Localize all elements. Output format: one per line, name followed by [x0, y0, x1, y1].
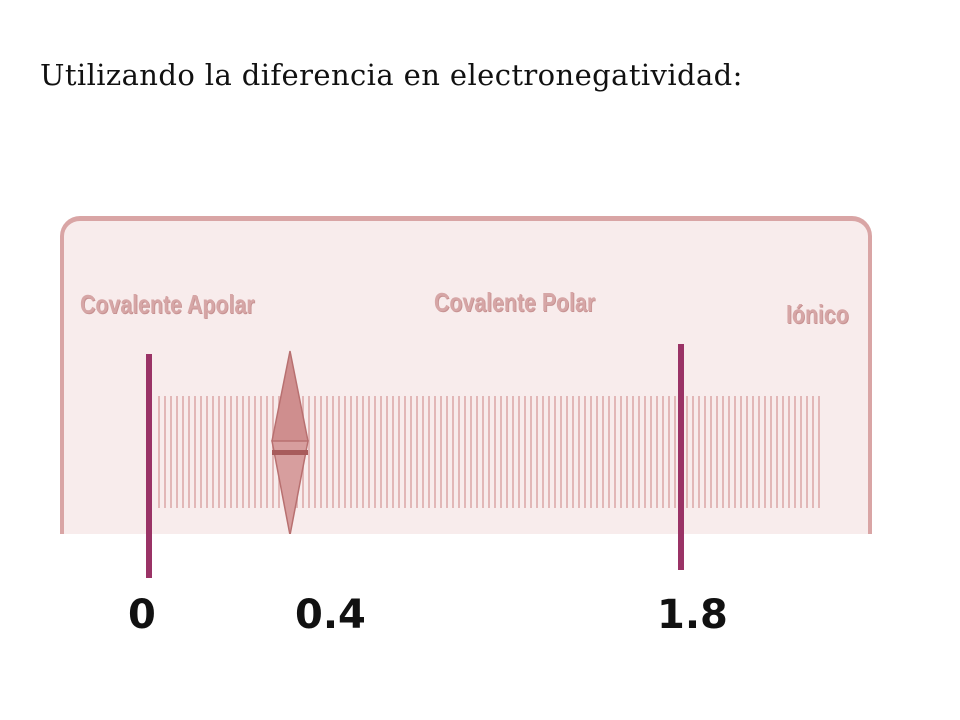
value-label-0-4: 0.4	[295, 592, 366, 638]
electronegativity-scale-panel: Covalente Apolar Covalente Polar Iónico	[60, 216, 872, 534]
value-label-1-8: 1.8	[657, 592, 728, 638]
region-label-covalente-apolar: Covalente Apolar	[80, 289, 255, 319]
region-label-covalente-polar: Covalente Polar	[434, 287, 596, 317]
marker-line-1-8	[678, 344, 684, 570]
region-label-ionico: Iónico	[786, 299, 849, 329]
scale-tick-marks	[158, 396, 820, 508]
marker-line-0	[146, 354, 152, 578]
value-label-0: 0	[128, 592, 156, 638]
page-heading: Utilizando la diferencia en electronegat…	[40, 58, 743, 92]
slider-thumb[interactable]	[268, 349, 312, 534]
slider-thumb-grip	[272, 450, 309, 455]
slider-thumb-lower	[271, 440, 310, 534]
